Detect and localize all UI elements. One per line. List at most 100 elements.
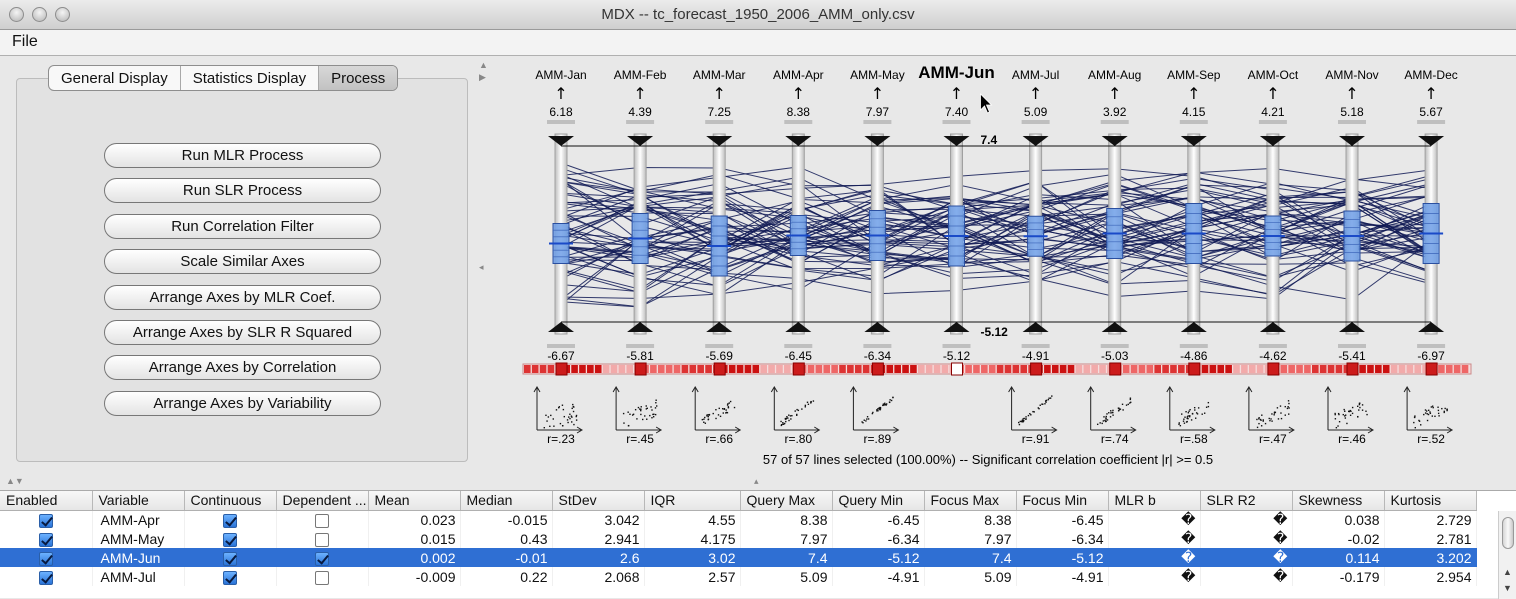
zoom-window-button[interactable] [55,7,70,22]
table-scrollbar[interactable]: ▲ ▼ [1498,511,1516,599]
scatter-point [646,407,648,409]
scatter-point [1189,415,1191,418]
axis-max-value: 7.97 [866,105,890,119]
column-header-query-min[interactable]: Query Min [832,491,925,511]
scatter-point [879,409,881,411]
continuous-checkbox[interactable] [223,551,237,566]
table-row[interactable]: AMM-Jul -0.009 0.22 2.068 2.57 5.09 -4.91 5.09-… [0,567,1477,586]
column-header-focus-min[interactable]: Focus Min [1016,491,1109,511]
scroll-down-icon[interactable]: ▼ [1503,583,1512,593]
variable-name: AMM-Apr [92,510,185,529]
correlation-marker [713,362,726,376]
splitter-vertical-icon[interactable]: ▲▼ [6,476,24,486]
scatter-point [876,410,878,412]
process-button-scale-similar-axes[interactable]: Scale Similar Axes [104,249,381,275]
scatter-point [1351,406,1354,409]
splitter-vertical-icon[interactable]: ▴ [754,476,759,486]
cell-skew: 0.114 [1292,548,1385,567]
scatter-point [1105,420,1107,422]
scatter-point [1101,422,1103,425]
scatter-point [1284,405,1286,408]
column-header-skewness[interactable]: Skewness [1292,491,1385,511]
axis-amm-aug [1100,120,1129,348]
continuous-checkbox[interactable] [223,570,237,585]
enabled-checkbox[interactable] [38,570,53,585]
correlation-cell [1122,365,1130,373]
tab-statistics-display[interactable]: Statistics Display [181,66,320,90]
table-row[interactable]: AMM-Apr 0.023 -0.015 3.042 4.55 8.38 -6.45 8.38… [0,510,1477,529]
process-button-arrange-axes-by-mlr-coef[interactable]: Arrange Axes by MLR Coef. [104,284,381,310]
column-header-slr-r2[interactable]: SLR R2 [1200,491,1293,511]
enabled-checkbox[interactable] [38,532,53,547]
dependent-checkbox[interactable] [315,570,329,585]
column-header-kurtosis[interactable]: Kurtosis [1384,491,1477,511]
scatter-point [1020,420,1023,423]
axis-amm-oct [1258,120,1287,348]
correlation-label: r=.23 [547,432,575,446]
enabled-checkbox[interactable] [38,551,53,566]
column-header-query-max[interactable]: Query Max [740,491,833,511]
continuous-checkbox[interactable] [223,532,237,547]
scatter-arrow [1446,426,1454,434]
process-button-arrange-axes-by-slr-r-squared[interactable]: Arrange Axes by SLR R Squared [104,320,381,345]
correlation-cell [1248,365,1256,373]
close-window-button[interactable] [9,7,24,22]
column-header-stdev[interactable]: StDev [552,491,645,511]
process-button-run-mlr-process[interactable]: Run MLR Process [104,143,381,168]
menu-bar: File [0,30,1516,56]
data-line [560,211,1432,270]
scatter-point [1187,415,1189,417]
column-header-mean[interactable]: Mean [368,491,461,511]
axis-min-value: -6.34 [864,349,892,363]
scatter-point [794,410,796,412]
scrollbar-thumb[interactable] [1502,517,1514,549]
column-header-focus-max[interactable]: Focus Max [924,491,1017,511]
scatter-point [787,417,789,419]
column-header-dependent[interactable]: Dependent ... [276,491,369,511]
scatter-point [1022,418,1024,420]
dependent-checkbox[interactable] [315,551,329,566]
scatter-point [782,421,784,424]
process-button-run-correlation-filter[interactable]: Run Correlation Filter [104,213,381,239]
splitter-handle-icon[interactable]: ◂ [479,262,484,272]
column-header-continuous[interactable]: Continuous [184,491,277,511]
correlation-cell [665,365,673,373]
column-header-iqr[interactable]: IQR [644,491,741,511]
scatter-arrow [1403,386,1411,393]
axis-max-handle [1022,136,1049,146]
column-header-enabled[interactable]: Enabled [0,491,93,511]
up-arrow-icon: ↑ [792,84,805,103]
minimize-window-button[interactable] [32,7,47,22]
axis-min-cap [942,344,971,348]
enabled-checkbox[interactable] [38,513,53,528]
column-header-median[interactable]: Median [460,491,553,511]
continuous-checkbox[interactable] [223,513,237,528]
scatter-point [1125,404,1128,406]
tab-process[interactable]: Process [319,66,398,90]
axis-max-cap [863,120,892,124]
process-button-arrange-axes-by-variability[interactable]: Arrange Axes by Variability [104,390,381,416]
dependent-checkbox[interactable] [315,513,329,528]
table-row[interactable]: AMM-Jun 0.002 -0.01 2.6 3.02 7.4 -5.12 7.4 -5.12… [0,548,1477,567]
scatter-point [1276,407,1279,409]
menu-file[interactable]: File [12,33,38,50]
scatter-point [1185,411,1187,413]
table-row[interactable]: AMM-May 0.015 0.43 2.941 4.175 7.97 -6.34 7.97-… [0,529,1477,548]
scatter-point [563,415,566,418]
panel-tabs: General Display Statistics Display Proce… [48,65,399,91]
dependent-checkbox[interactable] [315,532,329,547]
splitter-arrow-icon[interactable]: ▲ [479,60,488,70]
process-button-run-slr-process[interactable]: Run SLR Process [104,178,381,204]
column-header-mlr-b[interactable]: MLR b [1108,491,1201,511]
scatter-point [1260,425,1263,427]
scroll-up-icon[interactable]: ▲ [1503,567,1512,577]
parallel-coordinates-plot[interactable]: AMM-Jan ↑ 6.18 -6.67 AMM-Feb ↑ 4.39 -5.81 AMM-Ma… [488,58,1488,478]
enabled-cell [0,510,93,529]
scatter-point [1129,402,1131,404]
column-header-variable[interactable]: Variable [92,491,185,511]
scatter-point [1346,422,1348,425]
scatter-point [1025,418,1027,420]
process-button-arrange-axes-by-correlation[interactable]: Arrange Axes by Correlation [104,355,381,381]
tab-general-display[interactable]: General Display [49,66,181,90]
splitter-arrow-icon[interactable]: ▶ [479,72,486,82]
